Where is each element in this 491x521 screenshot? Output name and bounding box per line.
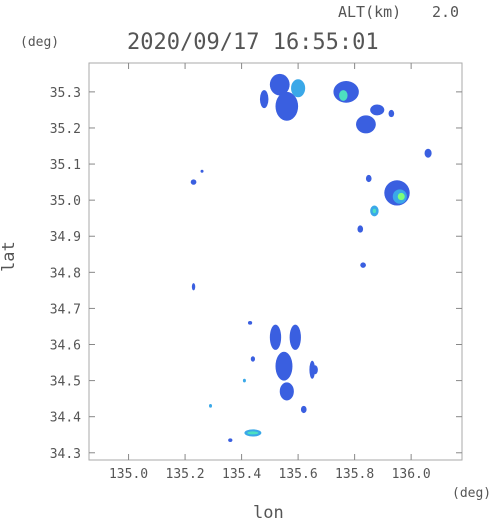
y-tick-label-6: 34.9 [50, 230, 81, 245]
echo-cell-26 [250, 356, 256, 362]
echo-cell-17 [190, 179, 197, 185]
echo-cell-6 [356, 115, 376, 134]
echo-cell-14 [365, 174, 372, 183]
echo-cell-13 [372, 208, 377, 214]
echo-cell-5 [339, 90, 348, 101]
echo-cell-3 [259, 90, 269, 109]
echo-cell-31 [247, 431, 259, 435]
x-tick-label-5: 136.0 [392, 467, 431, 482]
echo-cell-22 [275, 351, 293, 381]
echo-cell-1 [275, 91, 299, 121]
plot-frame [88, 62, 463, 461]
y-tick-label-0: 34.3 [50, 447, 81, 462]
echo-cells [190, 73, 432, 442]
echo-cell-19 [191, 283, 196, 291]
x-tick-label-4: 135.8 [335, 467, 374, 482]
y-tick-label-1: 34.4 [50, 411, 81, 426]
echo-cell-11 [397, 192, 405, 201]
echo-cell-20 [269, 324, 282, 350]
echo-cell-29 [209, 404, 213, 408]
y-tick-label-3: 34.6 [50, 339, 81, 354]
y-tick-label-5: 34.8 [50, 266, 81, 281]
echo-cell-34 [312, 365, 318, 375]
altitude-label: ALT(km) [338, 3, 401, 21]
echo-cell-16 [357, 225, 364, 233]
echo-cell-28 [242, 378, 246, 383]
echo-cell-23 [279, 382, 294, 401]
timestamp: 2020/09/17 16:55:01 [127, 30, 379, 55]
echo-cell-7 [370, 104, 385, 116]
echo-cell-32 [228, 438, 233, 442]
echo-cell-27 [247, 321, 253, 325]
x-axis-label: lon [253, 503, 284, 521]
x-tick-label-3: 135.6 [279, 467, 318, 482]
echo-cell-33 [360, 262, 366, 268]
y-unit-label: (deg) [20, 35, 59, 50]
y-tick-label-9: 35.2 [50, 122, 81, 137]
echo-cell-25 [300, 405, 307, 414]
y-tick-label-4: 34.7 [50, 302, 81, 317]
x-tick-label-0: 135.0 [109, 467, 148, 482]
echo-cell-2 [291, 79, 306, 98]
altitude-value: 2.0 [432, 3, 459, 21]
echo-cell-8 [388, 109, 395, 118]
x-unit-label: (deg) [452, 486, 491, 501]
axis-ticks: 135.0 135.2 135.4 135.6 135.8 136.0 34.3 34.4 34… [50, 63, 462, 482]
y-axis-label: lat [0, 241, 19, 272]
echo-cell-15 [424, 148, 432, 158]
echo-cell-18 [200, 169, 204, 173]
echo-cell-0 [269, 73, 290, 96]
x-tick-label-2: 135.4 [222, 467, 261, 482]
y-tick-label-10: 35.3 [50, 86, 81, 101]
echo-cell-21 [289, 324, 301, 350]
y-tick-label-7: 35.0 [50, 194, 81, 209]
y-tick-label-2: 34.5 [50, 375, 81, 390]
x-tick-label-1: 135.2 [166, 467, 205, 482]
y-tick-label-8: 35.1 [50, 158, 81, 173]
